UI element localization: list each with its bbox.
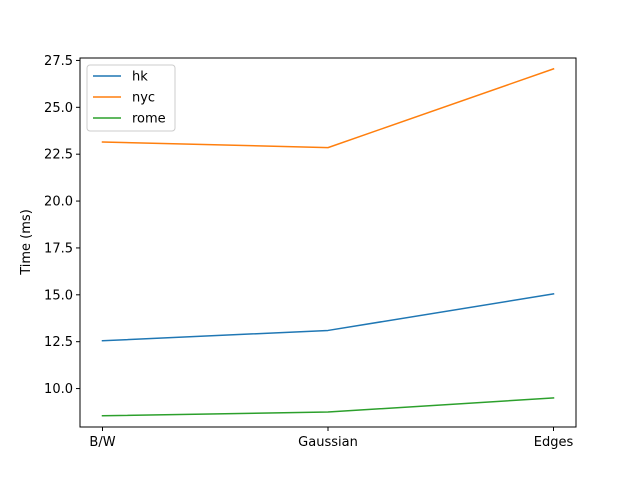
x-axis-ticks: B/W Gaussian Edges (89, 427, 573, 450)
legend: hk nyc rome (86, 64, 176, 132)
legend-label-rome: rome (132, 112, 166, 127)
legend-box (86, 64, 176, 132)
y-tick-label: 12.5 (44, 335, 73, 350)
series-line-rome (101, 397, 555, 417)
series-lines (101, 67, 555, 417)
y-tick-label: 20.0 (44, 195, 73, 210)
y-axis-label: Time (ms) (19, 209, 34, 276)
legend-label-nyc: nyc (132, 91, 155, 106)
y-tick-label: 25.0 (44, 101, 73, 116)
y-tick-label: 10.0 (44, 382, 73, 397)
legend-label-hk: hk (132, 70, 148, 85)
x-tick-label: B/W (89, 435, 115, 450)
y-tick-label: 22.5 (44, 148, 73, 163)
x-tick-label: Edges (534, 435, 574, 450)
y-tick-label: 17.5 (44, 241, 73, 256)
x-tick-label: Gaussian (298, 435, 358, 450)
series-line-hk (101, 293, 555, 342)
y-axis-ticks: 10.0 12.5 15.0 17.5 20.0 22.5 25.0 27.5 (44, 54, 80, 397)
y-tick-label: 27.5 (44, 54, 73, 69)
y-tick-label: 15.0 (44, 288, 73, 303)
series-line-nyc (101, 67, 555, 149)
